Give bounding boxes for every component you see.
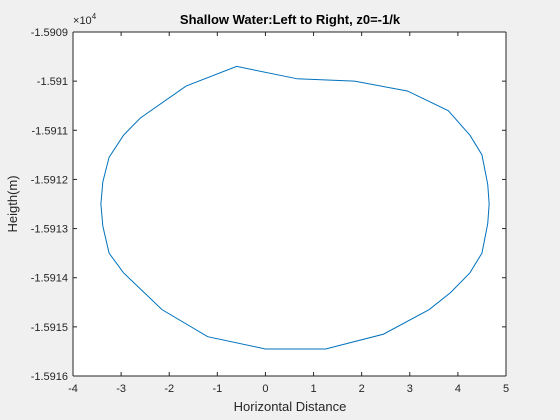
- x-ticks: -4 -3 -2 -1 0 1 2 3 4 5: [68, 32, 509, 395]
- y-axis-label: Heigth(m): [5, 175, 20, 232]
- y-tick-label: -1.5916: [31, 371, 68, 383]
- x-axis-label: Horizontal Distance: [234, 399, 347, 414]
- x-tick-label: -1: [212, 383, 222, 395]
- x-tick-label: 1: [310, 383, 316, 395]
- y-tick-label: -1.5911: [32, 125, 69, 137]
- y-tick-label: -1.5912: [31, 174, 68, 186]
- series-line: [100, 65, 490, 350]
- y-ticks: -1.5916 -1.5915 -1.5914 -1.5913 -1.5912 -1.59…: [31, 27, 506, 383]
- x-tick-label: 5: [503, 383, 509, 395]
- y-tick-label: -1.591: [37, 76, 68, 88]
- chart-title: Shallow Water:Left to Right, z0=-1/k: [180, 12, 401, 27]
- x-tick-label: -4: [68, 383, 78, 395]
- plot-area: [73, 32, 506, 376]
- x-tick-label: -2: [164, 383, 174, 395]
- x-tick-label: 2: [359, 383, 365, 395]
- y-exponent-power: 4: [92, 12, 97, 21]
- x-tick-label: 0: [262, 383, 268, 395]
- y-tick-label: -1.5915: [31, 322, 68, 334]
- x-tick-label: -3: [116, 383, 126, 395]
- y-tick-label: -1.5913: [31, 224, 68, 236]
- y-exponent-base: 10: [79, 15, 91, 27]
- x-tick-label: 4: [455, 383, 461, 395]
- series-group: [100, 65, 490, 350]
- y-tick-label: -1.5914: [31, 273, 68, 285]
- y-tick-label: -1.5909: [31, 27, 68, 39]
- y-exponent-label: ×104: [73, 12, 97, 27]
- axes-box: [72, 31, 507, 377]
- x-tick-label: 3: [407, 383, 413, 395]
- y-exponent-multiplier: ×: [73, 15, 79, 27]
